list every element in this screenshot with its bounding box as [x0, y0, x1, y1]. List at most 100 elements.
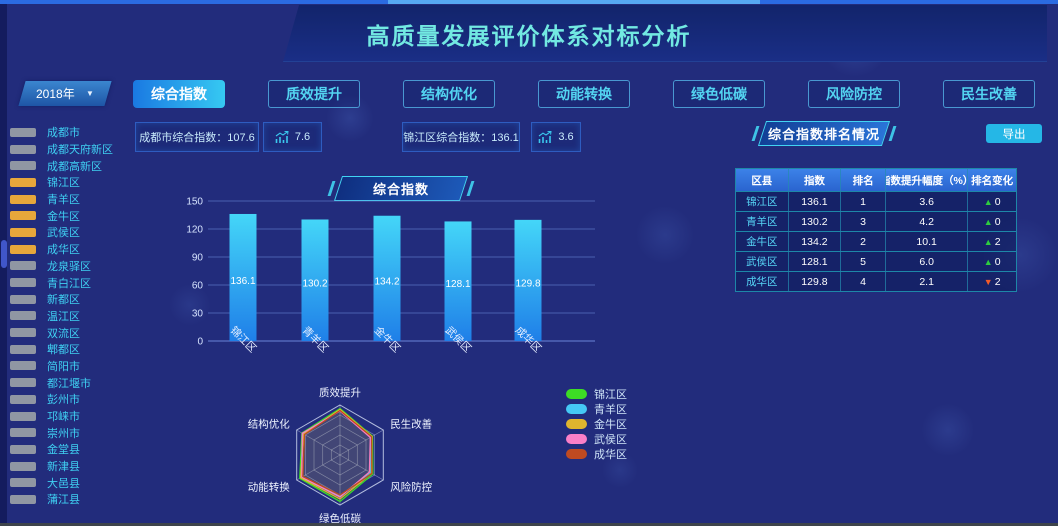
tab-结构优化[interactable]: 结构优化	[403, 80, 495, 108]
sidebar-item-锦江区[interactable]: 锦江区	[10, 174, 113, 191]
sidebar-item-崇州市[interactable]: 崇州市	[10, 424, 113, 441]
table-row: 青羊区 130.2 3 4.2 ▲ 0	[736, 211, 1016, 231]
left-scrollbar[interactable]	[0, 4, 7, 523]
legend-item-武侯区[interactable]: 武侯区	[566, 434, 627, 446]
district-checkbox[interactable]	[10, 227, 36, 237]
sidebar-item-邛崃市[interactable]: 邛崃市	[10, 408, 113, 425]
bar-value-label: 136.1	[230, 276, 255, 287]
sidebar-item-郫都区[interactable]: 郫都区	[10, 341, 113, 358]
page-title: 高质量发展评价体系对标分析	[366, 23, 692, 49]
table-cell: 129.8	[787, 272, 841, 291]
tab-综合指数[interactable]: 综合指数	[133, 80, 225, 108]
district-checkbox[interactable]	[10, 444, 36, 454]
legend-label: 金牛区	[594, 419, 627, 432]
district-label: 彭州市	[47, 394, 80, 407]
table-cell: 10.1	[884, 232, 967, 251]
district-checkbox[interactable]	[10, 194, 36, 204]
sidebar-item-金堂县[interactable]: 金堂县	[10, 441, 113, 458]
sidebar-item-成都市[interactable]: 成都市	[10, 124, 113, 141]
radar-series-成华区[interactable]	[302, 409, 373, 496]
legend-swatch	[566, 419, 587, 430]
tab-质效提升[interactable]: 质效提升	[268, 80, 360, 108]
district-checkbox[interactable]	[10, 361, 36, 371]
sidebar-item-都江堰市[interactable]: 都江堰市	[10, 374, 113, 391]
district-label: 蒲江县	[47, 494, 80, 507]
sidebar-item-龙泉驿区[interactable]: 龙泉驿区	[10, 258, 113, 275]
export-button[interactable]: 导出	[986, 124, 1042, 143]
district-checkbox[interactable]	[10, 244, 36, 254]
tab-绿色低碳[interactable]: 绿色低碳	[673, 80, 765, 108]
bar-锦江区[interactable]	[229, 213, 257, 341]
city-index-box: 成都市综合指数：107.6	[135, 122, 259, 152]
bar-成华区[interactable]	[514, 219, 542, 341]
bar-value-label: 129.8	[515, 278, 540, 289]
bar-金牛区[interactable]	[373, 215, 401, 341]
rank-panel-title: 综合指数排名情况	[767, 127, 880, 142]
legend-item-金牛区[interactable]: 金牛区	[566, 419, 627, 432]
sidebar-item-简阳市[interactable]: 简阳市	[10, 358, 113, 375]
district-checkbox[interactable]	[10, 494, 36, 504]
table-cell-district: 锦江区	[746, 196, 778, 208]
district-checkbox[interactable]	[10, 461, 36, 471]
sidebar-item-成华区[interactable]: 成华区	[10, 241, 113, 258]
district-checkbox[interactable]	[10, 127, 36, 137]
district-checkbox[interactable]	[10, 294, 36, 304]
district-list: 成都市 成都天府新区 成都高新区 锦江区 青羊区 金牛区 武侯区 成华区 龙泉驿区 青白江区 新都区…	[10, 124, 113, 508]
sidebar-item-武侯区[interactable]: 武侯区	[10, 224, 113, 241]
sidebar-item-青羊区[interactable]: 青羊区	[10, 191, 113, 208]
rank-up-icon: ▲	[983, 236, 993, 247]
district-checkbox[interactable]	[10, 394, 36, 404]
bar-value-label: 130.2	[302, 278, 327, 289]
district-checkbox[interactable]	[10, 428, 36, 438]
district-checkbox[interactable]	[10, 311, 36, 321]
tab-动能转换[interactable]: 动能转换	[538, 80, 630, 108]
district-checkbox[interactable]	[10, 144, 36, 154]
bar-chart[interactable]: 0306090120150136.1锦江区130.2青羊区134.2金牛区128…	[130, 180, 610, 380]
district-checkbox[interactable]	[10, 161, 36, 171]
year-dropdown[interactable]: 2018年 ▼	[18, 81, 112, 106]
table-cell: 3.6	[884, 192, 967, 211]
radar-axis-label: 结构优化	[248, 418, 290, 431]
sidebar-item-彭州市[interactable]: 彭州市	[10, 391, 113, 408]
district-label: 崇州市	[47, 427, 80, 440]
sidebar-item-温江区[interactable]: 温江区	[10, 308, 113, 325]
scrollbar-thumb[interactable]	[0, 240, 7, 268]
sidebar-item-新津县[interactable]: 新津县	[10, 458, 113, 475]
district-label: 简阳市	[47, 360, 80, 373]
sidebar-item-大邑县[interactable]: 大邑县	[10, 474, 113, 491]
legend-item-锦江区[interactable]: 锦江区	[566, 389, 627, 401]
table-cell-district: 金牛区	[746, 236, 778, 248]
y-tick-label: 150	[186, 197, 203, 208]
district-checkbox[interactable]	[10, 378, 36, 388]
rank-panel-title-badge: 综合指数排名情况	[757, 121, 891, 146]
sidebar-item-成都天府新区[interactable]: 成都天府新区	[10, 141, 113, 158]
table-cell: 1	[840, 192, 885, 211]
radar-axis-label: 绿色低碳	[319, 512, 361, 525]
district-checkbox[interactable]	[10, 344, 36, 354]
district-checkbox[interactable]	[10, 261, 36, 271]
radar-series-武侯区[interactable]	[301, 410, 371, 498]
bar-青羊区[interactable]	[301, 219, 329, 341]
district-checkbox[interactable]	[10, 328, 36, 338]
radar-axis-label: 动能转换	[248, 481, 290, 494]
table-cell-rank-change: ▲ 0	[967, 192, 1016, 211]
legend-item-青羊区[interactable]: 青羊区	[566, 404, 627, 416]
bar-武侯区[interactable]	[444, 221, 472, 341]
tab-民生改善[interactable]: 民生改善	[943, 80, 1035, 108]
district-checkbox[interactable]	[10, 411, 36, 421]
y-tick-label: 120	[186, 225, 203, 236]
district-checkbox[interactable]	[10, 211, 36, 221]
tab-风险防控[interactable]: 风险防控	[808, 80, 900, 108]
district-checkbox[interactable]	[10, 478, 36, 488]
sidebar-item-蒲江县[interactable]: 蒲江县	[10, 491, 113, 508]
sidebar-item-金牛区[interactable]: 金牛区	[10, 207, 113, 224]
legend-item-成华区[interactable]: 成华区	[566, 449, 627, 461]
sidebar-item-双流区[interactable]: 双流区	[10, 324, 113, 341]
district-checkbox[interactable]	[10, 278, 36, 288]
sidebar-item-成都高新区[interactable]: 成都高新区	[10, 157, 113, 174]
rank-change-value: 0	[994, 255, 1001, 268]
sidebar-item-青白江区[interactable]: 青白江区	[10, 274, 113, 291]
district-checkbox[interactable]	[10, 177, 36, 187]
sidebar-item-新都区[interactable]: 新都区	[10, 291, 113, 308]
